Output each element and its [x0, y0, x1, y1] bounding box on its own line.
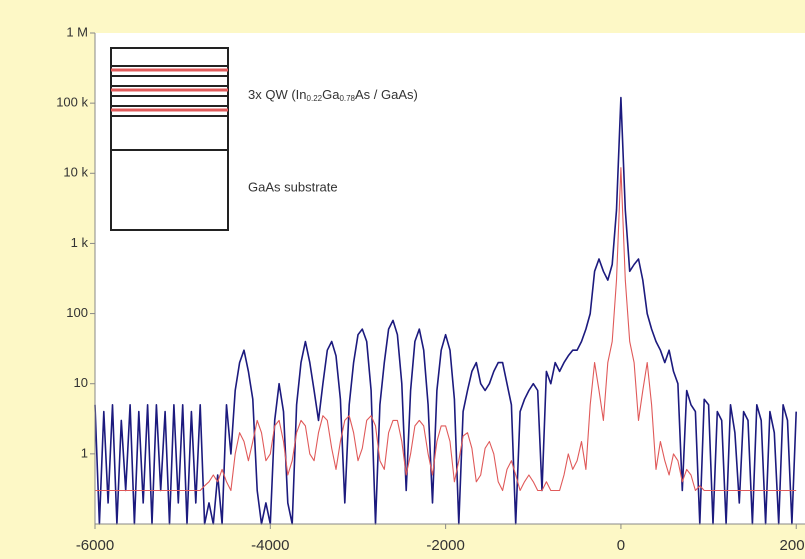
substrate-label: GaAs substrate [248, 179, 338, 194]
x-tick-label: -4000 [251, 537, 289, 554]
y-tick-label: 10 [74, 375, 88, 390]
sample-stack [110, 47, 229, 231]
y-tick-label: 1 k [71, 235, 89, 250]
y-tick-label: 100 [66, 305, 88, 320]
y-tick-label: 1 [81, 445, 88, 460]
qw-label: 3x QW (In0.22Ga0.78As / GaAs) [248, 87, 418, 103]
qw-label-part: Ga [322, 87, 340, 102]
x-tick-label: -2000 [426, 537, 464, 554]
qw-label-part: As / GaAs) [355, 87, 418, 102]
series-line [94, 96, 797, 525]
qw-label-sub: 0.78 [339, 94, 355, 103]
layer-diagram [110, 47, 229, 231]
x-tick-label: 0 [617, 537, 625, 554]
y-tick-label: 100 k [56, 95, 88, 110]
data-layer [94, 96, 797, 525]
x-tick-label: -6000 [76, 537, 114, 554]
y-tick-label: 1 M [66, 24, 88, 39]
qw-label-part: 3x QW (In [248, 87, 307, 102]
qw-label-sub: 0.22 [307, 94, 323, 103]
y-tick-label: 10 k [63, 165, 88, 180]
series-line [95, 167, 797, 492]
x-tick-label: 2000 [780, 537, 805, 554]
